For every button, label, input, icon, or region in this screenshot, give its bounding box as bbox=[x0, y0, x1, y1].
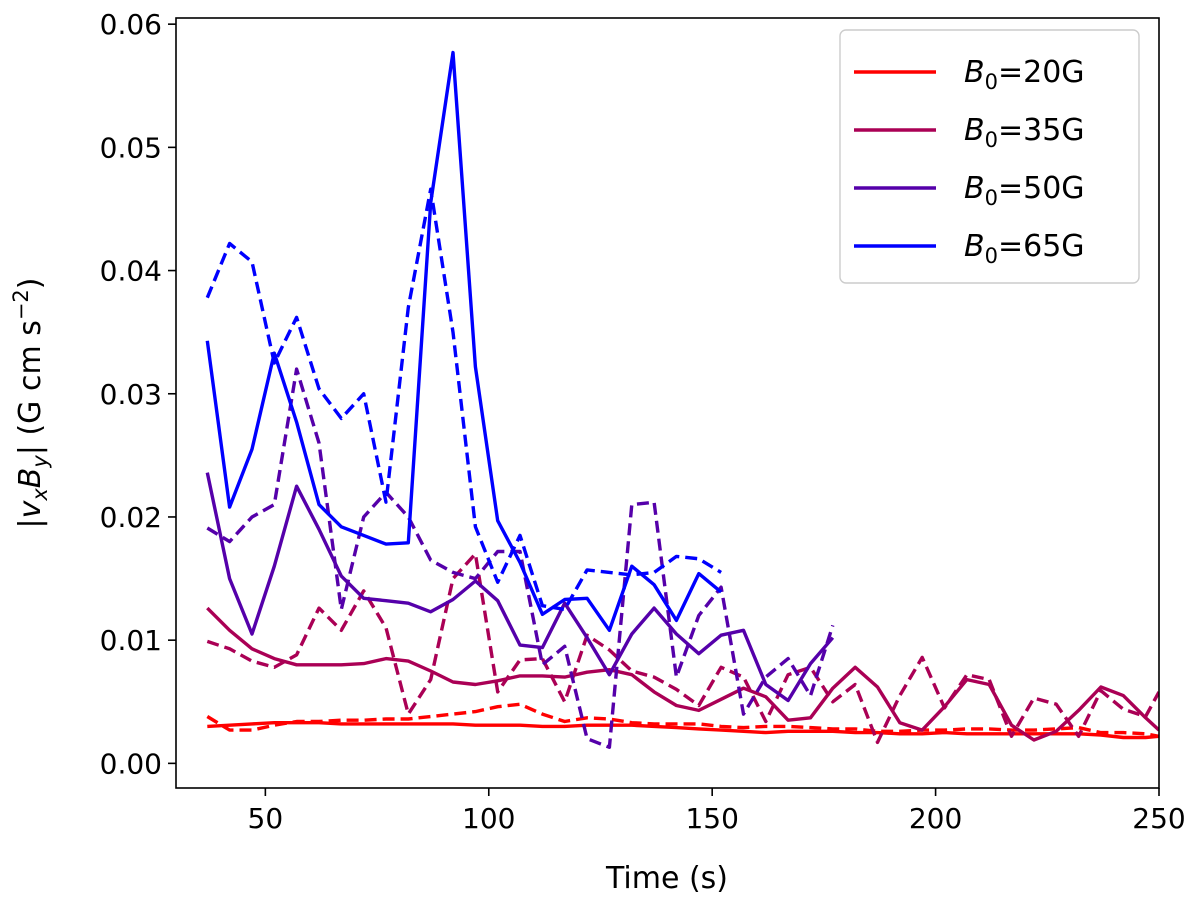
x-tick-label: 200 bbox=[909, 802, 962, 835]
x-tick-label: 100 bbox=[462, 802, 515, 835]
series-lines bbox=[205, 50, 1159, 749]
x-axis-title: Time (s) bbox=[605, 861, 728, 896]
y-tick-label: 0.01 bbox=[100, 624, 162, 657]
series-layer bbox=[205, 50, 1159, 749]
legend-label: B0=50G bbox=[964, 171, 1085, 210]
legend-box bbox=[839, 29, 1140, 284]
series-line-b0-20g-solid bbox=[207, 721, 1159, 740]
plot-frame bbox=[175, 17, 1160, 789]
legend-label: B0=65G bbox=[964, 229, 1085, 268]
y-tick-label: 0.02 bbox=[100, 501, 162, 534]
y-tick-label: 0.03 bbox=[100, 378, 162, 411]
x-axis-ticks: 50 100 150 200 250 bbox=[248, 788, 1186, 835]
series-line-b0-35g-dashed bbox=[206, 552, 1159, 745]
y-axis-ticks: 0.00 0.01 0.02 0.03 0.04 0.05 0.06 bbox=[100, 8, 176, 780]
legend-label: B0=35G bbox=[964, 113, 1085, 152]
y-tick-label: 0.00 bbox=[100, 747, 162, 780]
y-tick-label: 0.04 bbox=[100, 255, 162, 288]
series-line-b0-50g-dashed bbox=[206, 367, 835, 749]
y-axis-title: |vxBy| (G cm s−2) bbox=[9, 277, 52, 528]
y-tick-label: 0.06 bbox=[100, 8, 162, 41]
x-tick-label: 50 bbox=[248, 802, 284, 835]
series-line-b0-35g-solid bbox=[206, 606, 1159, 742]
y-tick-label: 0.05 bbox=[100, 131, 162, 164]
series-line-b0-20g-dashed bbox=[206, 702, 1159, 738]
series-line-b0-65g-solid bbox=[205, 50, 723, 632]
x-tick-label: 150 bbox=[685, 802, 738, 835]
legend: B0=20G B0=35G B0=50G B0=65G bbox=[839, 29, 1140, 284]
legend-label: B0=20G bbox=[964, 55, 1085, 94]
x-tick-label: 250 bbox=[1132, 802, 1185, 835]
